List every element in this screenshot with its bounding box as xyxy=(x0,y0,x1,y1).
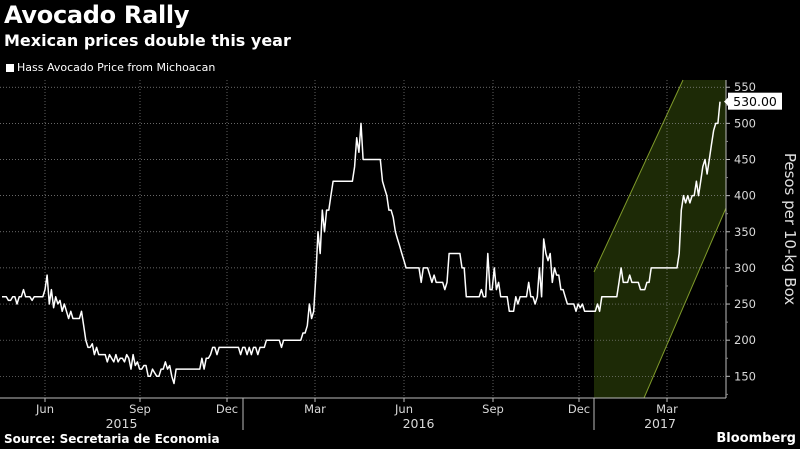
y-tick-label: 450 xyxy=(734,153,756,167)
y-tick-label: 150 xyxy=(734,369,756,383)
legend-label: Hass Avocado Price from Michoacan xyxy=(17,61,216,74)
trend-channel-group xyxy=(593,79,727,399)
callout-value: 530.00 xyxy=(733,94,777,109)
x-tick-label: Jun xyxy=(394,402,413,416)
y-tick-label: 250 xyxy=(734,297,756,311)
x-tick-label: Dec xyxy=(216,402,238,416)
legend-swatch xyxy=(6,63,14,72)
x-tick-label: Sep xyxy=(129,402,151,416)
legend: Hass Avocado Price from Michoacan xyxy=(6,61,215,74)
trend-channel-area xyxy=(594,80,726,398)
channel-lower-edge xyxy=(643,207,727,399)
x-year-label: 2015 xyxy=(106,416,138,431)
price-series-line xyxy=(2,101,721,385)
chart-title: Avocado Rally xyxy=(4,1,190,29)
x-tick-label: Mar xyxy=(304,402,326,416)
x-year-label: 2016 xyxy=(403,416,435,431)
y-tick-label: 350 xyxy=(734,225,756,239)
bloomberg-logo: Bloomberg xyxy=(716,431,796,446)
y-tick-label: 200 xyxy=(734,333,756,347)
y-tick-label: 500 xyxy=(734,116,756,130)
callout-pointer xyxy=(724,96,729,107)
y-axis-label: Pesos per 10-kg Box xyxy=(781,153,799,305)
last-value-callout: 530.00 xyxy=(724,92,782,110)
y-tick-label: 300 xyxy=(734,261,756,275)
y-tick-label: 400 xyxy=(734,189,756,203)
callout-box xyxy=(728,92,782,110)
x-tick-label: Mar xyxy=(656,402,678,416)
y-tick-label: 550 xyxy=(734,80,756,94)
x-tick-label: Sep xyxy=(482,402,504,416)
chart-subtitle: Mexican prices double this year xyxy=(4,31,291,50)
x-year-label: 2017 xyxy=(644,416,676,431)
x-tick-label: Jun xyxy=(35,402,54,416)
channel-upper-edge xyxy=(593,79,684,273)
price-line-group xyxy=(2,101,721,385)
axes: 150 200 250 300 350 400 450 500 550 Jun Sep Dec Mar J… xyxy=(0,80,799,431)
x-tick-label: Dec xyxy=(568,402,590,416)
source-note: Source: Secretaria de Economia xyxy=(4,432,220,446)
